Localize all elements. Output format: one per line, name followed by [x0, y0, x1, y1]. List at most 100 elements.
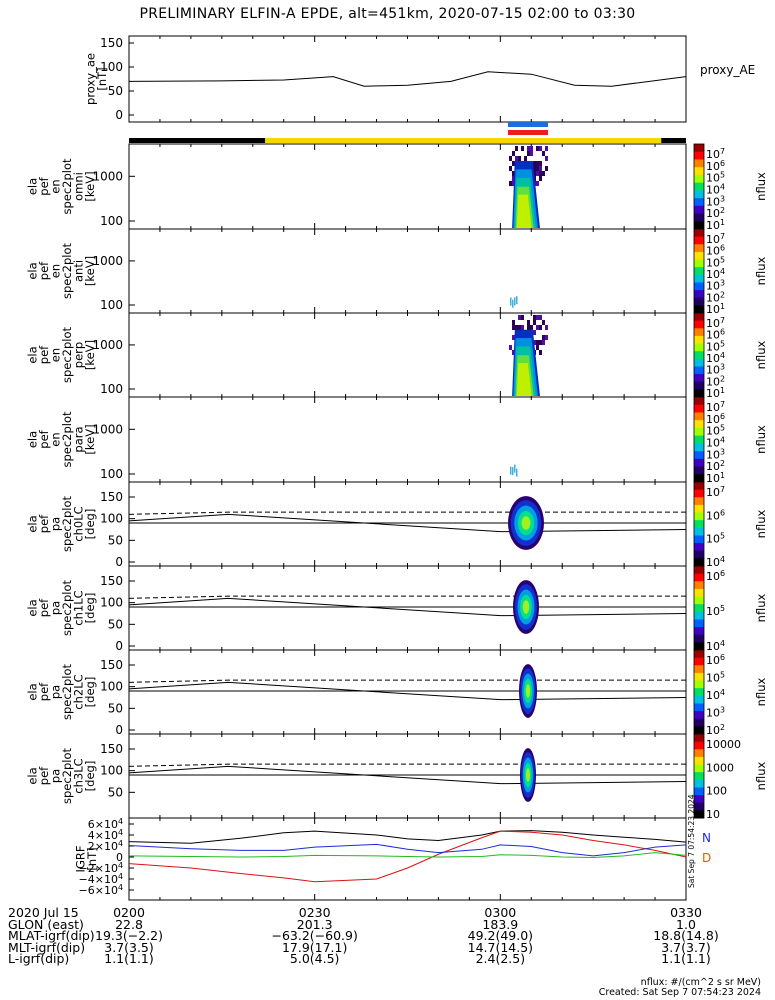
- colorbar-tick: 10000: [706, 738, 741, 751]
- colorbar-tick: 105: [706, 604, 725, 618]
- data-cell: [539, 146, 542, 151]
- colorbar-step: [694, 374, 704, 383]
- spectrogram-ytick: 1000: [92, 169, 123, 183]
- data-cell: [509, 345, 512, 350]
- axis-label-line: en: [48, 264, 62, 278]
- colorbar-step: [694, 627, 704, 636]
- data-cell: [533, 161, 536, 166]
- colorbar-tick: 105: [706, 424, 725, 438]
- colorbar-step: [694, 604, 704, 613]
- anti-loss-cone-line: [128, 679, 686, 683]
- colorbar-step: [694, 566, 704, 575]
- data-cell: [514, 297, 516, 306]
- spectrogram-ytick: 100: [100, 382, 123, 396]
- flux-contour: [525, 684, 531, 698]
- colorbar-step: [694, 190, 704, 199]
- data-cell: [516, 468, 518, 477]
- data-cell: [539, 325, 542, 330]
- colorbar-step: [694, 734, 704, 743]
- footer-value: 5.0(4.5): [289, 951, 340, 967]
- pitch-angle-frame: [128, 733, 687, 819]
- data-cell: [512, 181, 515, 186]
- colorbar-step: [694, 397, 704, 406]
- data-cell: [512, 151, 515, 156]
- axis-label-line: [keV]: [83, 256, 97, 286]
- footer-value: 1.1(1.1): [661, 951, 711, 967]
- axis-label-line: proxy_ae: [83, 53, 97, 105]
- igrf-ytick: 4×104: [88, 828, 123, 842]
- axis-label-line: [nT]: [95, 67, 109, 90]
- colorbar-tick: 107: [706, 316, 725, 330]
- data-cell: [533, 340, 536, 345]
- footer-row: 2020 Jul 15 0200 0230 0300 0330: [8, 906, 768, 919]
- data-cell: [521, 315, 524, 320]
- igrf-ytick: −4×104: [79, 872, 123, 886]
- colorbar-step: [694, 182, 704, 191]
- footer-value: 1.1(1.1): [104, 951, 154, 967]
- colorbar-step: [694, 489, 704, 498]
- footer-value: 1.0: [676, 916, 696, 932]
- units-note: nflux: #/(cm^2 s sr MeV): [640, 977, 761, 988]
- spectrogram-ytick: 100: [100, 467, 123, 481]
- footer-value: 183.9: [482, 916, 519, 932]
- colorbar-step: [694, 634, 704, 643]
- colorbar-step: [694, 251, 704, 261]
- loss-cone-line: [128, 765, 687, 785]
- data-cell: [539, 176, 542, 181]
- colorbar-step: [694, 198, 704, 207]
- colorbar-step: [694, 558, 704, 567]
- footer-value: 3.7(3.7): [661, 939, 711, 955]
- colorbar-step: [694, 741, 704, 750]
- data-cell: [539, 166, 542, 171]
- axis-label-line: pef: [37, 514, 51, 533]
- footer-row-label: MLAT-igrf(dip): [8, 928, 95, 944]
- axis-label-line: ela: [25, 767, 39, 784]
- axis-label-line: ela: [25, 431, 39, 448]
- colorbar-step: [694, 642, 704, 651]
- axis-label-line: en: [48, 348, 62, 362]
- axis-label-line: pa: [48, 601, 62, 615]
- footer-value: 2.4(2.5): [475, 951, 526, 967]
- data-cell: [512, 325, 515, 330]
- data-cell: [514, 464, 516, 473]
- data-cell: [536, 161, 539, 166]
- igrf-series-line: [128, 852, 687, 859]
- colorbar-title: nflux: [754, 256, 768, 285]
- colorbar-frame: [693, 733, 705, 819]
- pitch-angle-frame: [128, 481, 687, 567]
- pitch-angle-data: [508, 496, 544, 550]
- igrf-ytick: −2×104: [79, 861, 123, 875]
- axis-label-line: spec2plot: [60, 158, 74, 215]
- colorbar-step: [694, 520, 704, 529]
- axis-label-line: ela: [25, 178, 39, 195]
- colorbar-tick: 104: [706, 351, 725, 365]
- colorbar-step: [694, 221, 704, 230]
- colorbar-step: [694, 482, 704, 491]
- footer-row-label: MLT-igrf(dip): [8, 939, 86, 955]
- spectrogram-ytick: 1000: [92, 254, 123, 268]
- footer-value: 22.8: [115, 916, 143, 932]
- colorbar-step: [694, 474, 704, 483]
- axis-label-line: ela: [25, 599, 39, 616]
- data-cell: [536, 171, 539, 176]
- colorbar-step: [694, 435, 704, 444]
- colorbar: 106 105 104 103 102 nflux: [693, 649, 768, 737]
- footer-row: MLT-igrf(dip) 3.7(3.5) 17.9(17.1) 14.7(14.5…: [8, 939, 768, 955]
- colorbar-tick: 103: [706, 706, 725, 720]
- colorbar-tick: 101: [706, 386, 725, 400]
- axis-label-line: [keV]: [83, 424, 97, 454]
- colorbar-step: [694, 290, 704, 299]
- colorbar-step: [694, 711, 704, 720]
- colorbar-step: [694, 305, 704, 314]
- data-cell: [512, 320, 515, 325]
- spectrogram-ytick: 1000: [92, 422, 123, 436]
- colorbar-tick: 107: [706, 232, 725, 246]
- axis-label-line: [keV]: [83, 340, 97, 370]
- footer-value: 49.2(49.0): [467, 928, 534, 944]
- colorbar-tick: 105: [706, 339, 725, 353]
- colorbar-tick: 105: [706, 171, 725, 185]
